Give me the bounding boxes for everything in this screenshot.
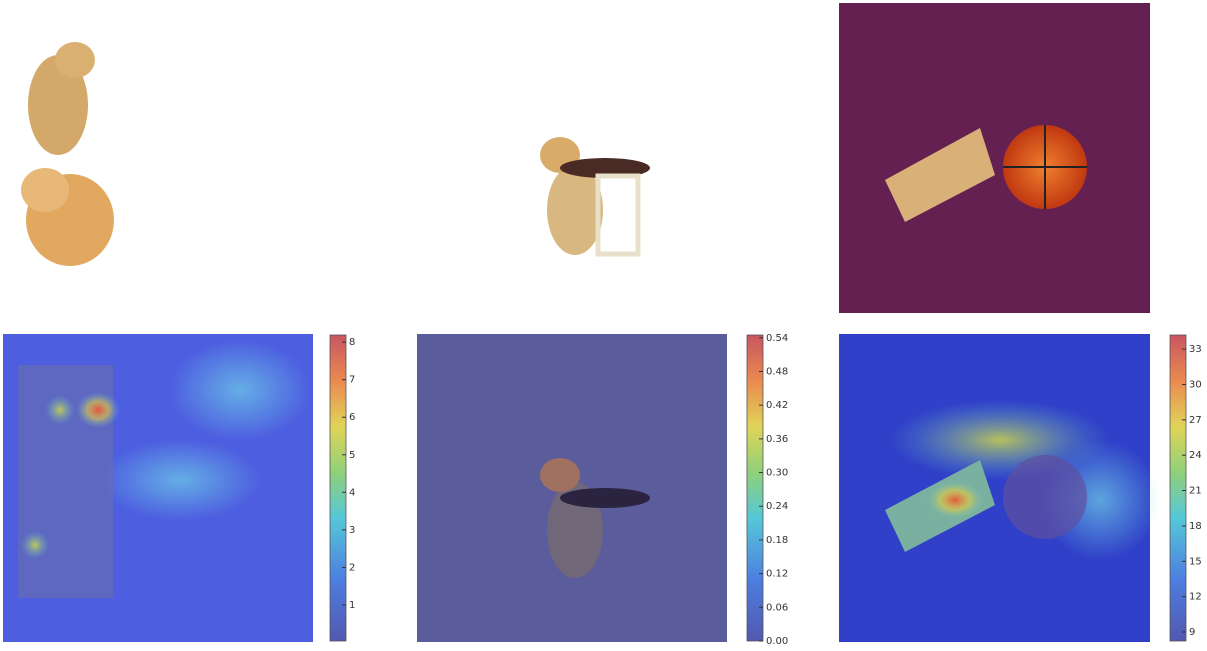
colorbar-tick-label: 24: [1189, 450, 1202, 461]
colorbar-tick-label: 2: [349, 562, 355, 573]
colorbar: [747, 335, 763, 641]
colorbar-tick-label: 12: [1189, 592, 1202, 603]
colorbar-tick-label: 0.18: [766, 535, 788, 546]
colorbar-tick-label: 0.12: [766, 569, 788, 580]
colorbar-tick-label: 27: [1189, 415, 1202, 426]
image-1: [18, 42, 114, 267]
colorbar-tick-label: 0.06: [766, 602, 788, 613]
colorbar-tick-label: 0.30: [766, 468, 788, 479]
colorbar-tick-label: 0.00: [766, 636, 788, 647]
colorbar-tick-label: 30: [1189, 380, 1202, 391]
colorbar-tick-label: 3: [349, 525, 355, 536]
colorbar-tick-label: 8: [349, 337, 355, 348]
heatmap-1: [3, 334, 313, 642]
colorbar-tick-label: 4: [349, 487, 355, 498]
colorbar: [330, 335, 346, 641]
colorbar-tick-label: 7: [349, 375, 355, 386]
colorbar-tick-label: 0.54: [766, 333, 788, 344]
colorbar-tick-label: 21: [1189, 486, 1202, 497]
image-3: [839, 3, 1150, 313]
colorbar: [1170, 335, 1186, 641]
image-2: [540, 137, 650, 255]
colorbar-tick-label: 0.48: [766, 366, 788, 377]
colorbar-tick-label: 6: [349, 412, 355, 423]
figure: 123456780.000.060.120.180.240.300.360.42…: [0, 0, 1207, 647]
colorbar-tick-label: 0.42: [766, 400, 788, 411]
colorbar-tick-label: 0.24: [766, 501, 788, 512]
colorbar-tick-label: 1: [349, 600, 355, 611]
colorbar-tick-label: 0.36: [766, 434, 788, 445]
colorbar-tick-label: 15: [1189, 556, 1202, 567]
heatmap-3: [839, 334, 1160, 642]
colorbar-tick-label: 33: [1189, 344, 1202, 355]
heatmap-2: [417, 334, 727, 642]
colorbar-tick-label: 9: [1189, 627, 1195, 638]
colorbar-tick-label: 5: [349, 450, 355, 461]
colorbar-tick-label: 18: [1189, 521, 1202, 532]
